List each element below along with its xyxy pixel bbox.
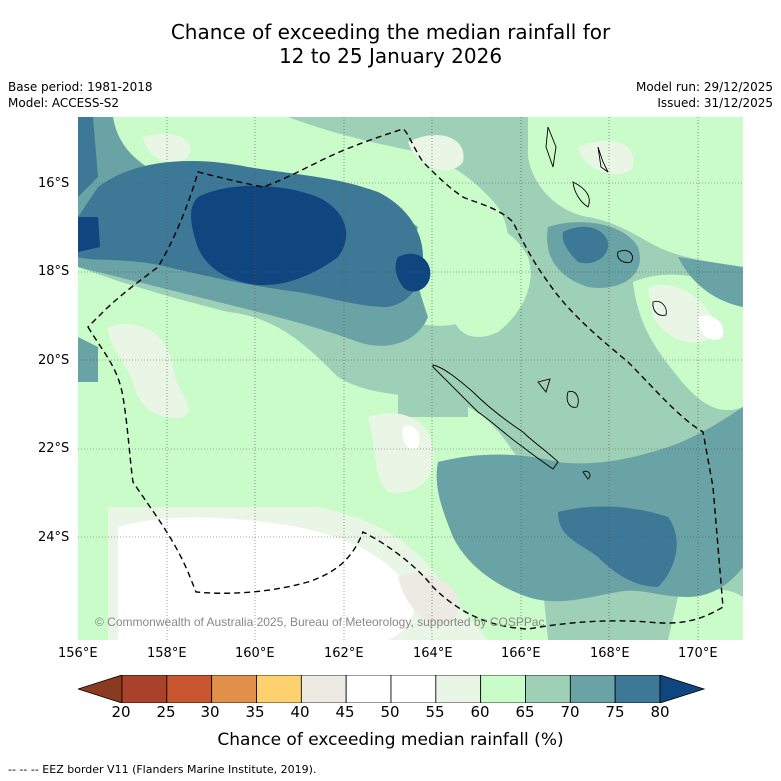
model-name: Model: ACCESS-S2: [8, 96, 120, 110]
island-vanuatu: [572, 181, 590, 208]
colorbar-under-arrow: [78, 675, 123, 703]
base-period: Base period: 1981-2018: [8, 80, 153, 94]
teal-patch-west: [78, 337, 98, 382]
issued-date: Issued: 31/12/2025: [657, 96, 773, 110]
colorbar-cell: [300, 675, 347, 703]
lat-label-18s: 18°S: [38, 264, 70, 279]
mid-green-patch: [398, 367, 468, 417]
colorbar-cells: [121, 675, 661, 703]
map-title-line1: Chance of exceeding the median rainfall …: [170, 20, 611, 44]
island-north-2: [597, 146, 609, 173]
colorbar-label: Chance of exceeding median rainfall (%): [217, 730, 564, 750]
dark-blue-patch: [395, 253, 431, 292]
colorbar-tick-80: 80: [650, 703, 670, 721]
colorbar-cell: [435, 675, 482, 703]
dark-blue-core: [191, 185, 347, 286]
island-loyalty-1: [566, 390, 579, 408]
dark-blue-west-edge: [78, 217, 100, 252]
model-run: Model run: 29/12/2025: [635, 80, 773, 94]
map-gridlines: [78, 117, 743, 640]
colorbar-cell: [480, 675, 526, 703]
white-region-south: [118, 517, 415, 640]
colorbar-tick-30: 30: [200, 703, 220, 721]
lat-label-20s: 20°S: [38, 353, 70, 368]
island-loyalty-2: [537, 378, 551, 393]
colorbar-tick-50: 50: [380, 703, 400, 721]
colorbar-tick-40: 40: [290, 703, 310, 721]
dark-teal-northwest: [78, 117, 98, 197]
island-east-1: [652, 300, 667, 316]
colorbar-tick-20: 20: [111, 703, 131, 721]
light-green-region-central: [417, 219, 531, 337]
teal-patch-far-east: [678, 257, 743, 307]
island-efate: [617, 250, 633, 263]
colorbar-cell: [211, 675, 257, 703]
colorbar-tick-35: 35: [245, 703, 265, 721]
map-copyright: © Commonwealth of Australia 2025, Bureau…: [95, 615, 545, 629]
lat-label-16s: 16°S: [38, 176, 70, 191]
rainfall-map: © Commonwealth of Australia 2025, Bureau…: [78, 117, 743, 640]
pale-patch-2: [408, 134, 464, 171]
lon-label-160e: 160°E: [235, 646, 275, 661]
colorbar-tick-65: 65: [515, 703, 535, 721]
colorbar-tick-45: 45: [335, 703, 355, 721]
dark-teal-patch-east: [562, 226, 609, 264]
coastlines: [432, 126, 667, 480]
colorbar-cell: [166, 675, 213, 703]
island-south: [582, 470, 591, 480]
lat-label-22s: 22°S: [38, 441, 70, 456]
colorbar-tick-75: 75: [605, 703, 625, 721]
colorbar-cell: [345, 675, 392, 703]
colorbar-over-arrow: [659, 675, 706, 703]
lon-label-158e: 158°E: [147, 646, 187, 661]
lon-label-168e: 168°E: [590, 646, 630, 661]
lat-label-24s: 24°S: [38, 530, 70, 545]
colorbar-cell: [121, 675, 168, 703]
colorbar-cell: [614, 675, 661, 703]
colorbar-cell: [525, 675, 571, 703]
pale-patch-5: [108, 323, 189, 418]
lon-label-170e: 170°E: [678, 646, 718, 661]
map-title-line2: 12 to 25 January 2026: [278, 44, 503, 68]
white-patch-central: [402, 425, 420, 450]
lon-label-156e: 156°E: [58, 646, 98, 661]
light-green-region-southeast: [668, 589, 743, 640]
colorbar-cell: [569, 675, 616, 703]
eez-legend: -- -- -- EEZ border V11 (Flanders Marine…: [8, 763, 317, 776]
colorbar-tick-70: 70: [560, 703, 580, 721]
colorbar-tick-55: 55: [425, 703, 445, 721]
island-north-1: [545, 126, 557, 168]
grey-patch-south: [398, 573, 459, 624]
lon-label-164e: 164°E: [413, 646, 453, 661]
white-patch-east: [698, 315, 724, 340]
colorbar-tick-25: 25: [156, 703, 176, 721]
colorbar: [78, 675, 706, 703]
colorbar-cell: [390, 675, 437, 703]
dark-teal-region-southeast: [558, 506, 677, 587]
new-caledonia-coast: [432, 364, 559, 470]
eez-border: [87, 128, 724, 630]
lon-label-166e: 166°E: [501, 646, 541, 661]
lon-label-162e: 162°E: [324, 646, 364, 661]
colorbar-tick-60: 60: [470, 703, 490, 721]
pale-patch-3: [578, 140, 634, 175]
colorbar-cell: [256, 675, 302, 703]
